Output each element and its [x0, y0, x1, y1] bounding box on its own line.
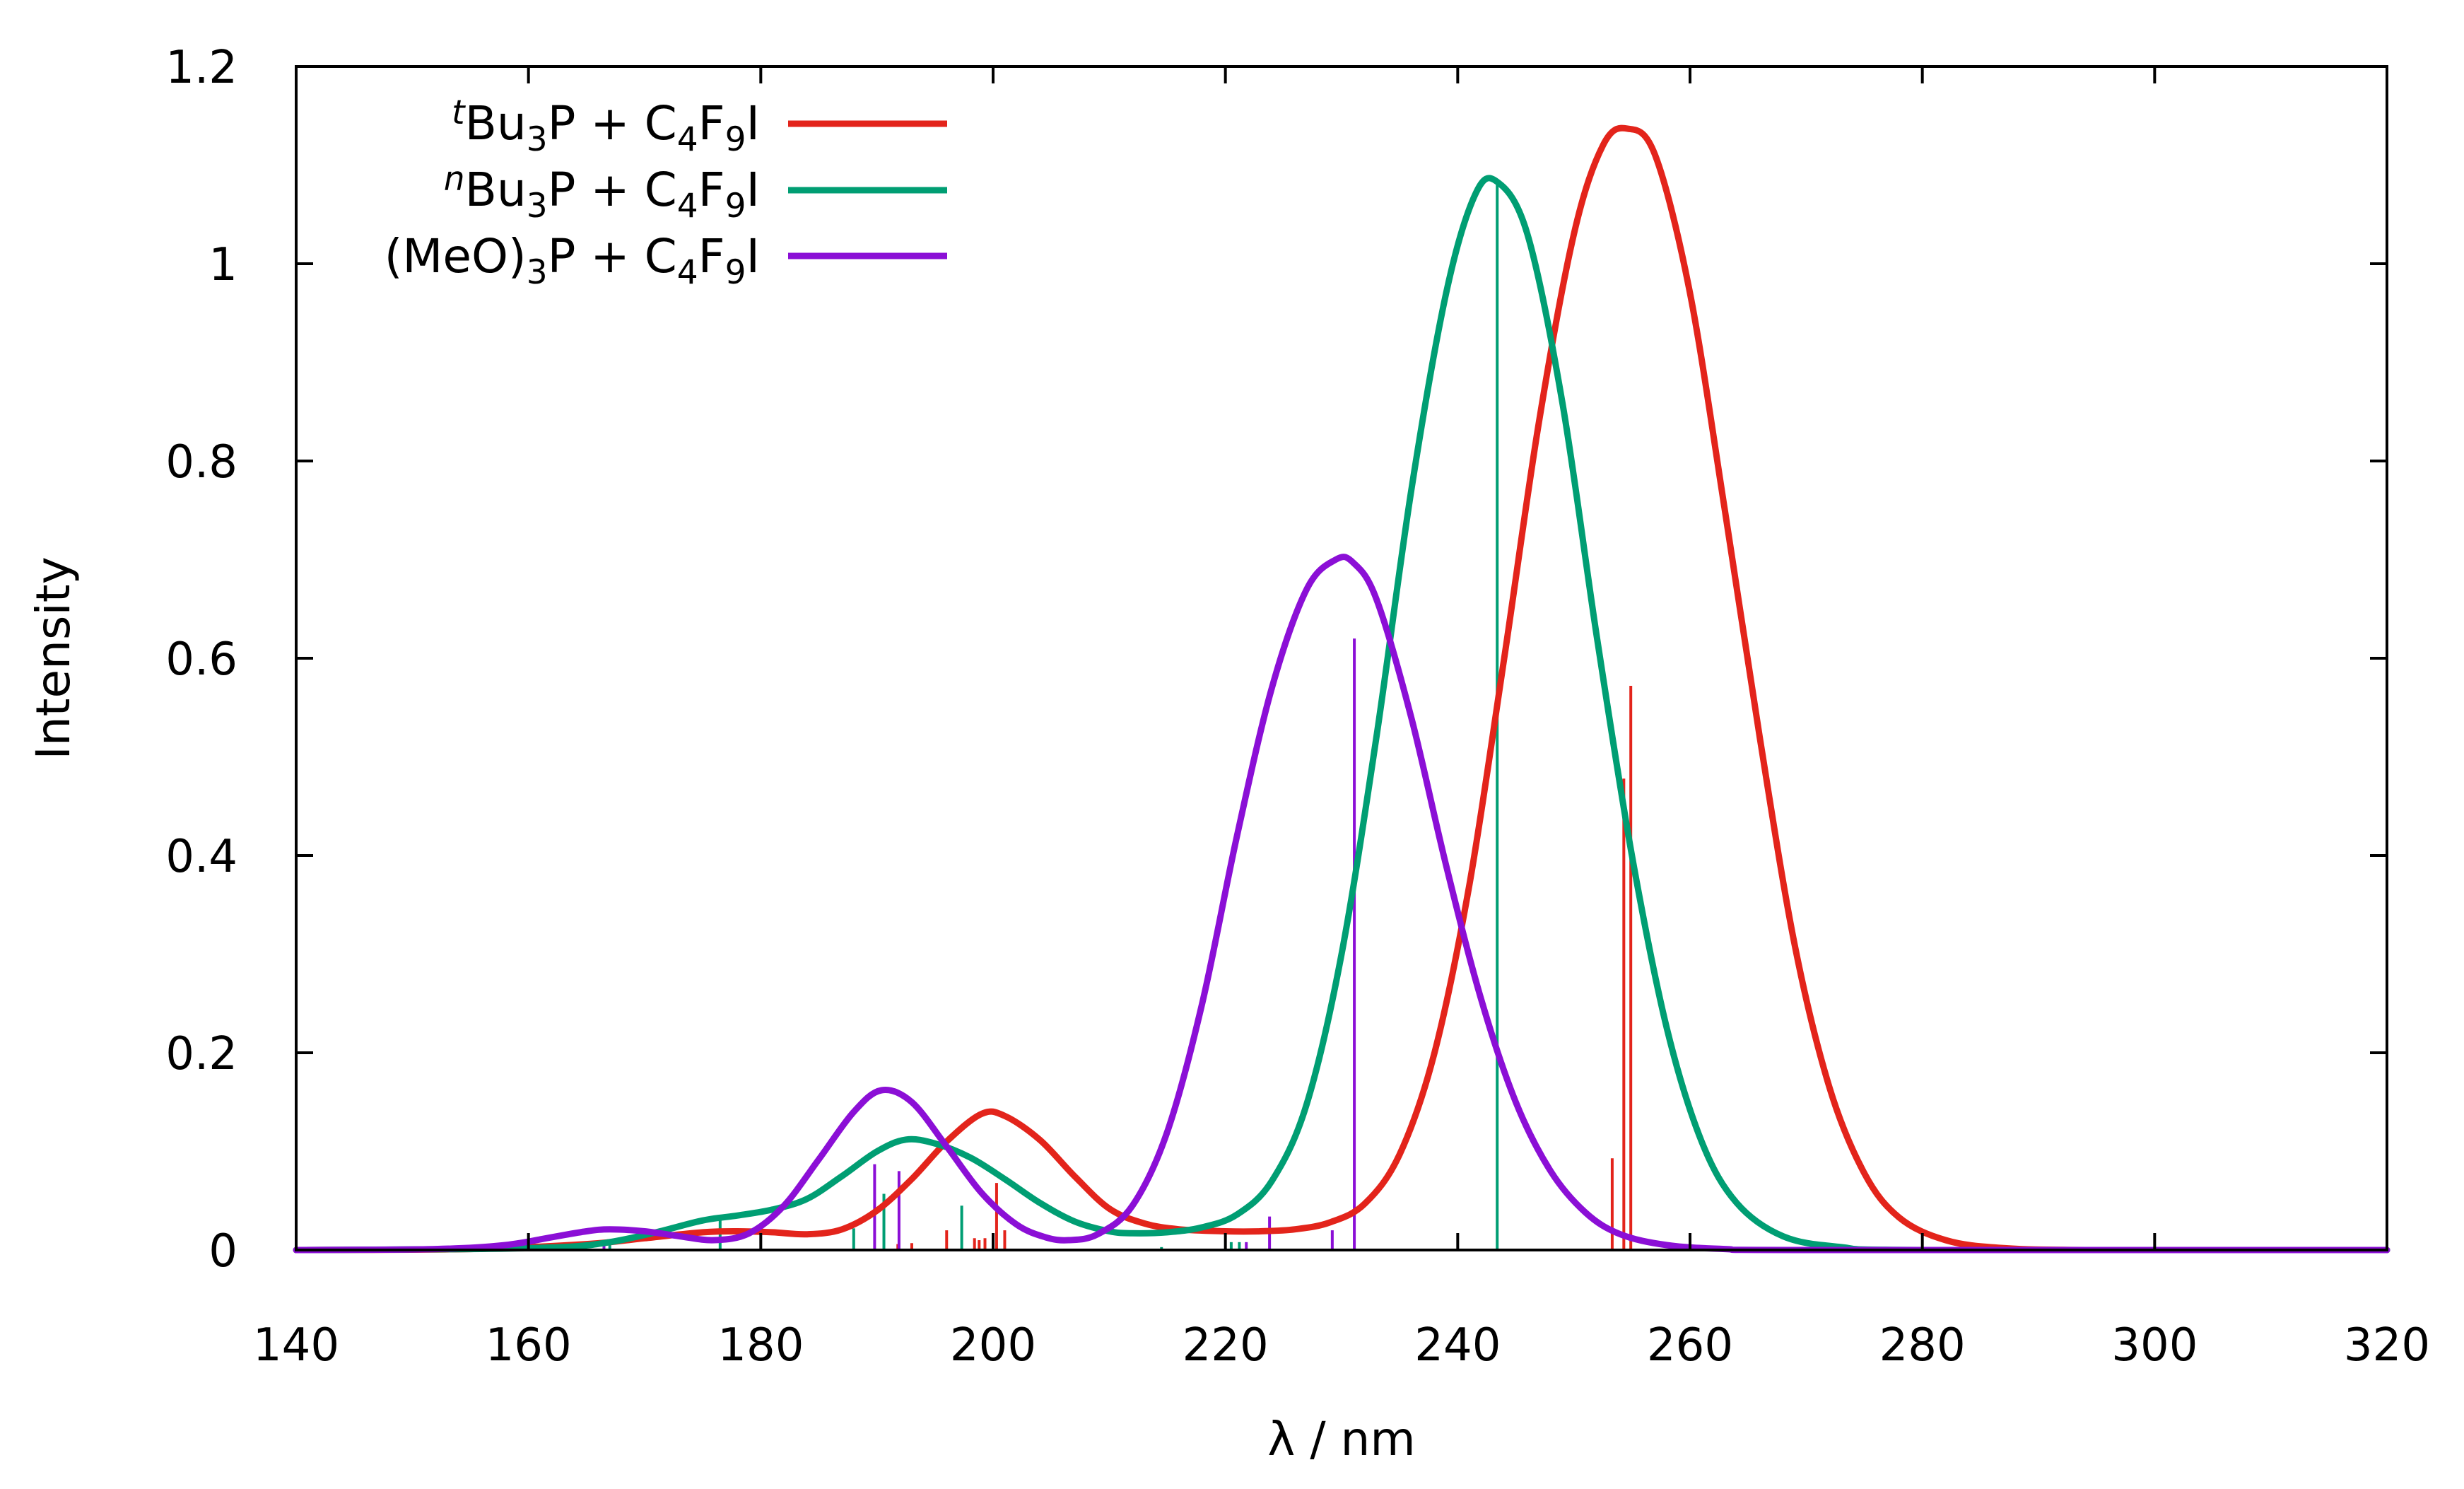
x-tick-label: 140: [253, 1319, 339, 1372]
y-tick-label: 1.2: [165, 42, 237, 94]
y-tick-label: 0.4: [165, 831, 237, 883]
x-tick-label: 260: [1647, 1319, 1733, 1372]
x-tick-label: 300: [2111, 1319, 2198, 1372]
legend-label-tbu3p: tBu3P + C4F9I: [452, 93, 760, 159]
x-tick-label: 180: [717, 1319, 804, 1372]
tick-labels: 140 160 180 200 220 240 260 280 300 320 0 0.2 0.4 0.6…: [165, 42, 2430, 1372]
y-tick-label: 1: [209, 239, 237, 291]
y-tick-label: 0.6: [165, 633, 237, 686]
legend-entry-meo3p: (MeO)3P + C4F9I: [385, 229, 947, 292]
x-axis-title: λ / nm: [1267, 1412, 1415, 1466]
series-line-2: [293, 554, 2390, 1254]
series-line-0: [293, 124, 2390, 1254]
y-tick-label: 0: [209, 1225, 237, 1278]
x-tick-label: 160: [486, 1319, 572, 1372]
axis-ticks: [295, 65, 2388, 1251]
x-tick-label: 220: [1183, 1319, 1269, 1372]
spectrum-curves: [293, 124, 2390, 1254]
x-tick-label: 280: [1879, 1319, 1966, 1372]
legend: tBu3P + C4F9I nBu3P + C4F9I (MeO)3P + C4…: [385, 93, 947, 292]
legend-label-nbu3p: nBu3P + C4F9I: [444, 160, 760, 226]
x-tick-label: 240: [1414, 1319, 1501, 1372]
y-axis-title: Intensity: [26, 556, 81, 759]
y-tick-label: 0.8: [165, 436, 237, 489]
legend-entry-tbu3p: tBu3P + C4F9I: [452, 93, 947, 159]
legend-label-meo3p: (MeO)3P + C4F9I: [385, 229, 760, 292]
legend-entry-nbu3p: nBu3P + C4F9I: [444, 160, 947, 226]
y-tick-label: 0.2: [165, 1028, 237, 1080]
x-tick-label: 200: [950, 1319, 1036, 1372]
x-tick-label: 320: [2344, 1319, 2430, 1372]
